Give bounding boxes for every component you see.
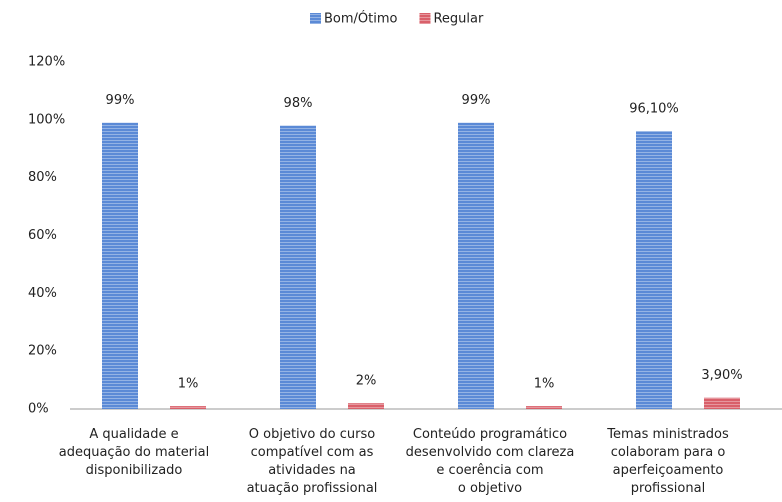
y-tick-label: 20%: [28, 344, 57, 359]
y-tick-label: 40%: [28, 286, 57, 301]
value-label: 1%: [534, 377, 555, 392]
y-tick-label: 80%: [28, 170, 57, 185]
y-tick-label: 100%: [28, 112, 65, 127]
value-label: 99%: [462, 93, 491, 108]
bar: [348, 403, 384, 409]
value-label: 99%: [106, 93, 135, 108]
x-tick-label: Conteúdo programático desenvolvido com c…: [405, 427, 575, 496]
y-tick-label: 120%: [28, 55, 65, 70]
bar: [704, 397, 740, 409]
bar: [102, 122, 138, 409]
legend-label: Regular: [433, 12, 484, 27]
legend-swatch: [310, 13, 321, 24]
y-tick-label: 60%: [28, 228, 57, 243]
x-tick-label: O objetivo do curso compatível com as at…: [246, 427, 378, 496]
legend-swatch: [419, 13, 431, 24]
legend-label: Bom/Ótimo: [324, 11, 398, 27]
bar: [170, 406, 206, 409]
bar: [526, 406, 562, 409]
x-tick-label: Temas ministrados colaboram para o aperf…: [607, 427, 729, 496]
value-label: 2%: [356, 374, 377, 389]
bar: [280, 125, 316, 409]
bar: [458, 122, 494, 409]
value-label: 3,90%: [701, 368, 742, 383]
value-label: 98%: [284, 96, 313, 111]
x-tick-label: A qualidade e adequação do material disp…: [58, 427, 210, 478]
value-label: 96,10%: [629, 102, 679, 117]
bar: [636, 131, 672, 409]
y-tick-label: 0%: [28, 402, 49, 417]
value-label: 1%: [178, 377, 199, 392]
